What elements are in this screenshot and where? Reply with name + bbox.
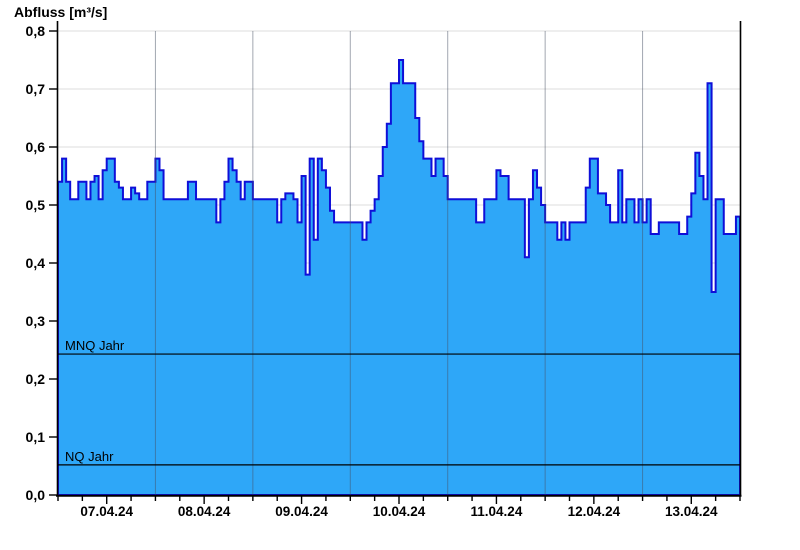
x-tick-label: 12.04.24 — [568, 504, 621, 519]
x-tick-label: 11.04.24 — [471, 504, 523, 519]
mnq-reference-label: MNQ Jahr — [65, 338, 125, 353]
nq-reference-label: NQ Jahr — [65, 449, 114, 464]
y-tick-label: 0,0 — [26, 487, 46, 503]
y-tick-label: 0,8 — [26, 23, 46, 39]
y-tick-label: 0,3 — [26, 313, 46, 329]
x-tick-label: 09.04.24 — [275, 504, 328, 519]
y-tick-label: 0,1 — [26, 429, 46, 445]
y-tick-label: 0,6 — [26, 139, 46, 155]
chart-title: Abfluss [m³/s] — [14, 4, 108, 20]
discharge-area-series — [57, 59, 741, 496]
x-tick-label: 07.04.24 — [80, 504, 133, 519]
y-tick-label: 0,5 — [26, 197, 46, 213]
x-tick-label: 10.04.24 — [373, 504, 426, 519]
x-tick-label: 13.04.24 — [665, 504, 718, 519]
y-tick-label: 0,7 — [26, 81, 46, 97]
y-tick-label: 0,2 — [26, 371, 46, 387]
y-tick-label: 0,4 — [26, 255, 46, 271]
x-tick-label: 08.04.24 — [178, 504, 231, 519]
